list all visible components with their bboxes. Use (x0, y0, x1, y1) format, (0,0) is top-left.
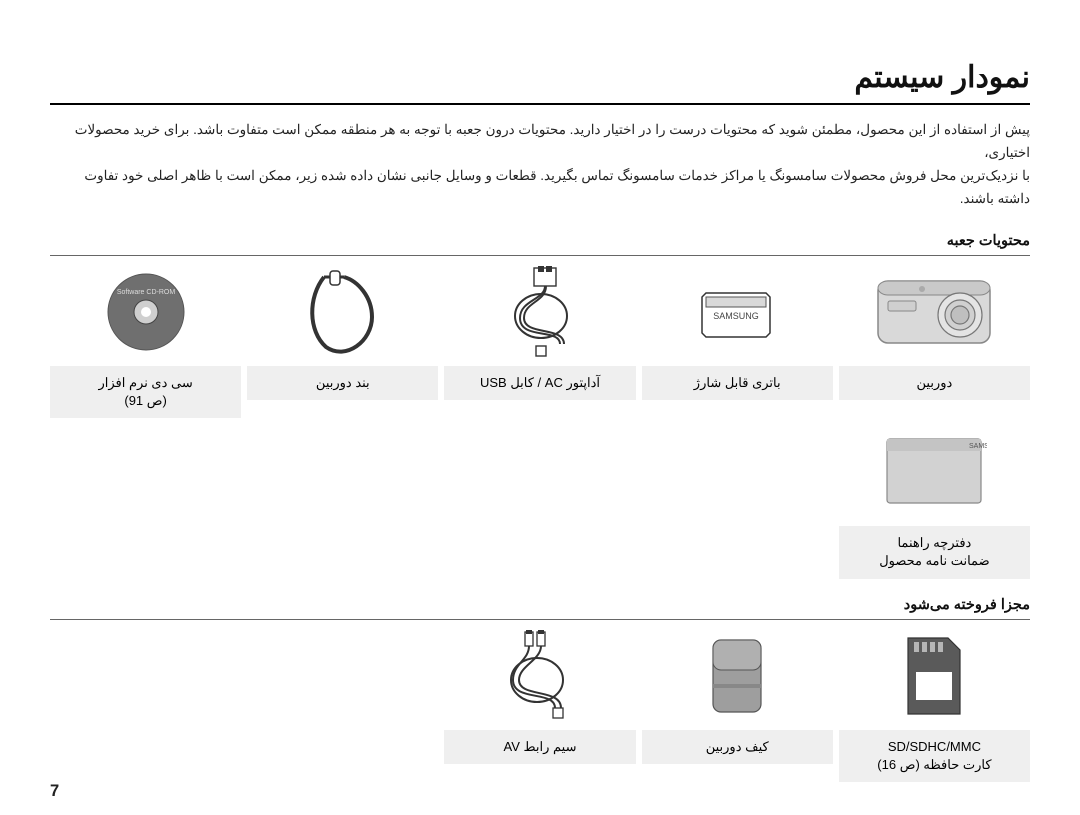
box-items-row: دوربین SAMSUNG باتری قابل شارژ (50, 266, 1030, 418)
box-item: بند دوربین (247, 266, 438, 418)
item-label: دوربین (839, 366, 1030, 400)
label-line1: آداپتور AC / کابل USB (480, 375, 600, 390)
label-line1: SD/SDHC/MMC (888, 739, 981, 754)
box-item: SAMSUNG باتری قابل شارژ (642, 266, 833, 418)
section-box-label: محتویات جعبه (50, 233, 1030, 249)
optional-item: کیف دوربین (642, 630, 833, 782)
optional-item: SD/SDHC/MMC کارت حافظه (ص 16) (839, 630, 1030, 782)
label-line1: سی دی نرم افزار (98, 375, 192, 390)
item-label: بند دوربین (247, 366, 438, 400)
intro-text: پیش از استفاده از این محصول، مطمئن شوید … (50, 119, 1030, 211)
label-line1: سیم رابط AV (504, 739, 577, 754)
label-line1: دوربین (917, 375, 953, 390)
label-line2: کارت حافظه (ص 16) (877, 757, 991, 772)
strap-icon (302, 266, 384, 358)
item-label: سیم رابط AV (444, 730, 635, 764)
section-optional-label: مجزا فروخته می‌شود (50, 597, 1030, 613)
software-cd-icon: Software CD-ROM (105, 266, 187, 358)
label-line2: (ص 91) (124, 393, 166, 408)
camera-case-icon (703, 630, 771, 722)
svg-text:Software CD-ROM: Software CD-ROM (116, 289, 175, 296)
av-cable-icon (495, 630, 585, 722)
manual-icon: SAMSUNG (881, 426, 987, 518)
page-title: نمودار سیستم (50, 60, 1030, 95)
svg-text:SAMSUNG: SAMSUNG (969, 443, 987, 450)
label-line1: بند دوربین (316, 375, 370, 390)
label-line1: باتری قابل شارژ (694, 375, 781, 390)
title-divider (50, 103, 1030, 105)
optional-items-row: SD/SDHC/MMC کارت حافظه (ص 16) کیف دوربین (50, 630, 1030, 782)
label-line2: ضمانت نامه محصول (879, 553, 989, 568)
item-label: دفترچه راهنما ضمانت نامه محصول (839, 526, 1030, 578)
item-label: باتری قابل شارژ (642, 366, 833, 400)
intro-line1: پیش از استفاده از این محصول، مطمئن شوید … (75, 122, 1030, 160)
usb-cable-icon (496, 266, 584, 358)
section-optional-divider (50, 619, 1030, 620)
page-number: 7 (50, 782, 59, 801)
section-box-divider (50, 255, 1030, 256)
sdcard-icon (898, 630, 970, 722)
item-label: کیف دوربین (642, 730, 833, 764)
battery-icon: SAMSUNG (696, 266, 778, 358)
label-line1: دفترچه راهنما (897, 535, 971, 550)
box-item: آداپتور AC / کابل USB (444, 266, 635, 418)
item-label: آداپتور AC / کابل USB (444, 366, 635, 400)
box-item-manual: SAMSUNG دفترچه راهنما ضمانت نامه محصول (839, 426, 1030, 578)
box-item: Software CD-ROM سی دی نرم افزار (ص 91) (50, 266, 241, 418)
item-label: SD/SDHC/MMC کارت حافظه (ص 16) (839, 730, 1030, 782)
label-line1: کیف دوربین (706, 739, 769, 754)
svg-text:SAMSUNG: SAMSUNG (713, 311, 759, 321)
manual-row: SAMSUNG دفترچه راهنما ضمانت نامه محصول (50, 426, 1030, 578)
intro-line2: با نزدیک‌ترین محل فروش محصولات سامسونگ ی… (84, 168, 1030, 206)
box-item: دوربین (839, 266, 1030, 418)
item-label: سی دی نرم افزار (ص 91) (50, 366, 241, 418)
optional-item: سیم رابط AV (444, 630, 635, 782)
camera-icon (874, 266, 994, 358)
